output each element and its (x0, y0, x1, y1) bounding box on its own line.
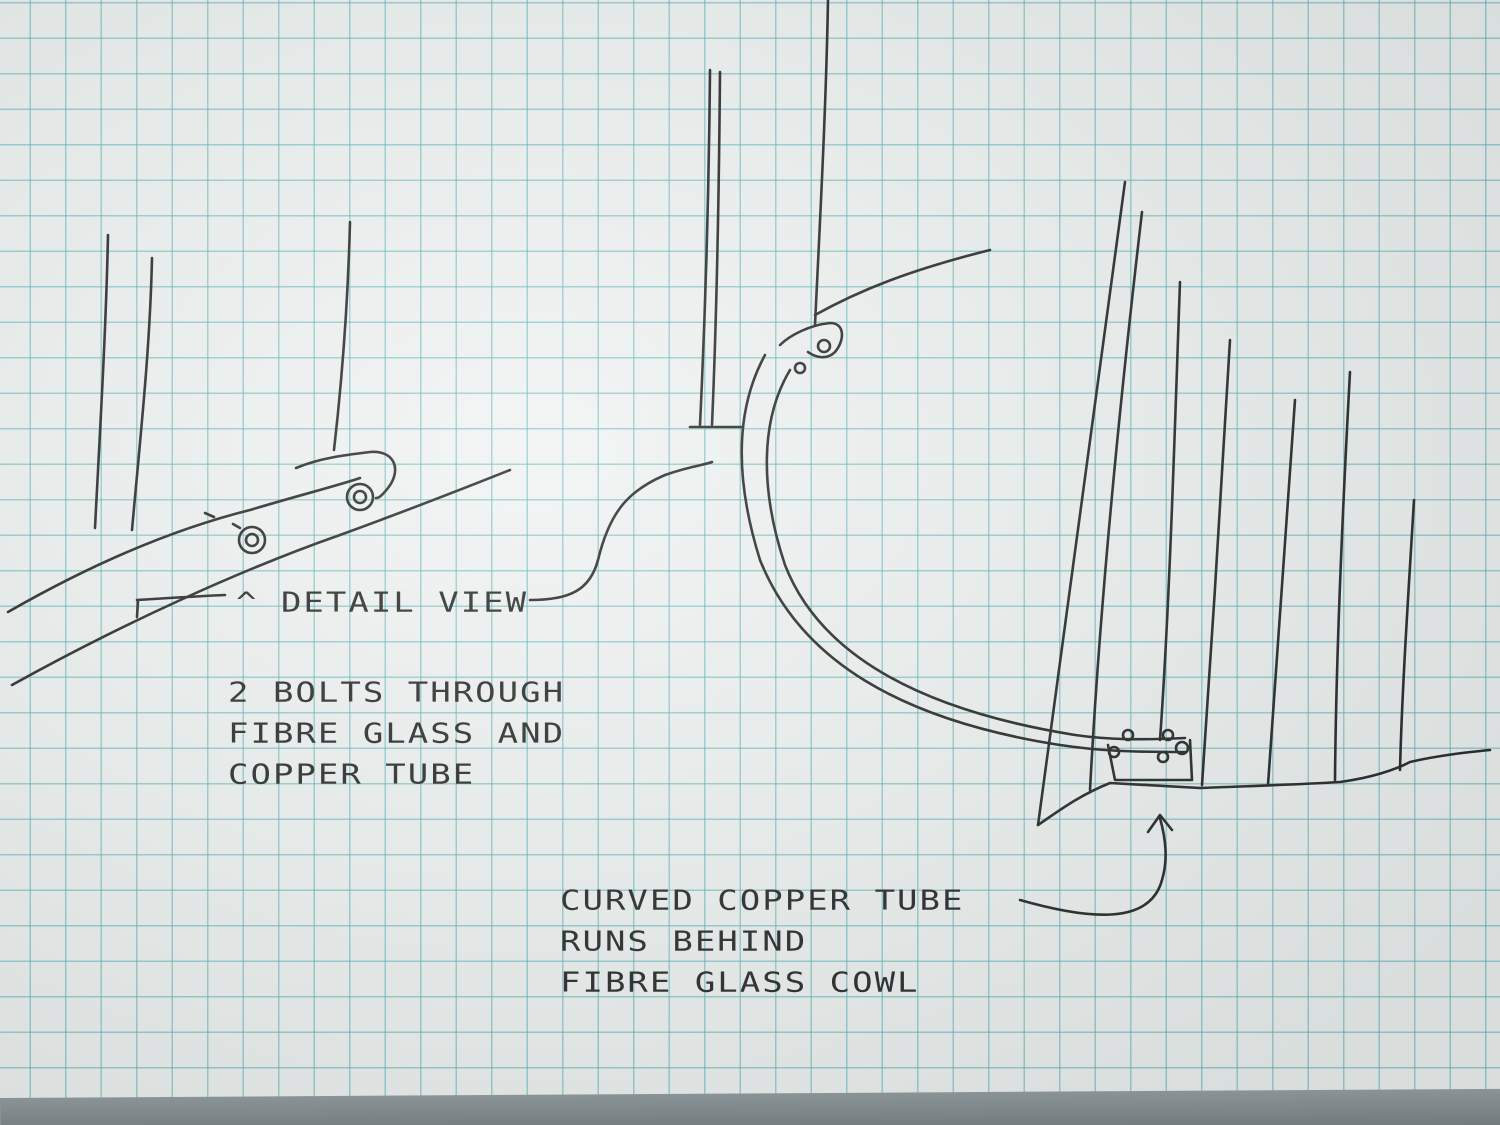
cowl-front-left-edge (1036, 180, 1127, 827)
center-top-arc (813, 248, 992, 317)
cowl-bottom-edge (1036, 781, 1202, 827)
tube-note-line: RUNS BEHIND (560, 925, 808, 958)
center-post-right (813, 0, 830, 327)
detail-cowl-lower-edge (10, 468, 512, 687)
cowl-bolt-5 (1174, 740, 1190, 756)
right-cowl-drawing (1036, 180, 1492, 827)
detail-left-post-inner (130, 256, 154, 532)
center-post-drawing (688, 0, 1187, 754)
right-post-1 (1200, 338, 1232, 787)
detail-cowl-end-tick (135, 598, 140, 619)
detail-cowl-base-line (135, 593, 227, 602)
curved-tube-outer (740, 353, 1187, 754)
detail-right-post (332, 220, 352, 452)
detail-bolt-lower (237, 525, 267, 555)
right-post-2 (1266, 398, 1297, 787)
right-post-4 (1398, 498, 1416, 772)
tube-note-arrow (1018, 816, 1167, 916)
tube-note: CURVED COPPER TUBE RUNS BEHIND FIBRE GLA… (560, 880, 964, 1003)
right-ground-line (1198, 748, 1492, 790)
detail-bolt-upper-inner (352, 489, 368, 505)
detail-view-label: ^ DETAIL VIEW (236, 586, 529, 619)
detail-leader-line (528, 460, 714, 602)
cowl-bolt-3 (1161, 728, 1175, 742)
detail-cowl-upper-edge (6, 476, 362, 614)
detail-left-post-outer (93, 233, 110, 530)
center-post-left-outer (698, 68, 712, 427)
detail-view-drawing (6, 220, 512, 687)
center-tube-bracket (778, 321, 844, 359)
bolts-note-line: 2 BOLTS THROUGH (228, 676, 566, 709)
cowl-bolt-2 (1107, 745, 1121, 759)
bolts-note-line: COPPER TUBE (228, 758, 476, 791)
detail-tube-bracket (294, 450, 397, 500)
tube-note-line: FIBRE GLASS COWL (560, 966, 920, 999)
cowl-rear-edge (1158, 280, 1182, 742)
center-post-left-inner (710, 70, 722, 427)
right-post-3 (1333, 370, 1352, 782)
cowl-bolt-plate (1106, 738, 1194, 782)
cowl-bolt-4 (1156, 750, 1170, 764)
tube-note-arrowhead (1146, 813, 1174, 834)
detail-bolt-lower-inner (244, 532, 260, 548)
center-bolt-lower (793, 361, 807, 375)
tube-note-line: CURVED COPPER TUBE (560, 884, 965, 917)
bolts-note-line: FIBRE GLASS AND (228, 717, 566, 750)
cowl-bolt-1 (1121, 728, 1135, 742)
curved-tube-inner (765, 368, 1187, 741)
center-bolt-upper (816, 338, 832, 354)
detail-bolt-upper (345, 482, 375, 512)
bolts-note: 2 BOLTS THROUGH FIBRE GLASS AND COPPER T… (228, 672, 565, 795)
cowl-front-right-edge (1088, 210, 1144, 792)
detail-bolt-dash (203, 511, 242, 530)
